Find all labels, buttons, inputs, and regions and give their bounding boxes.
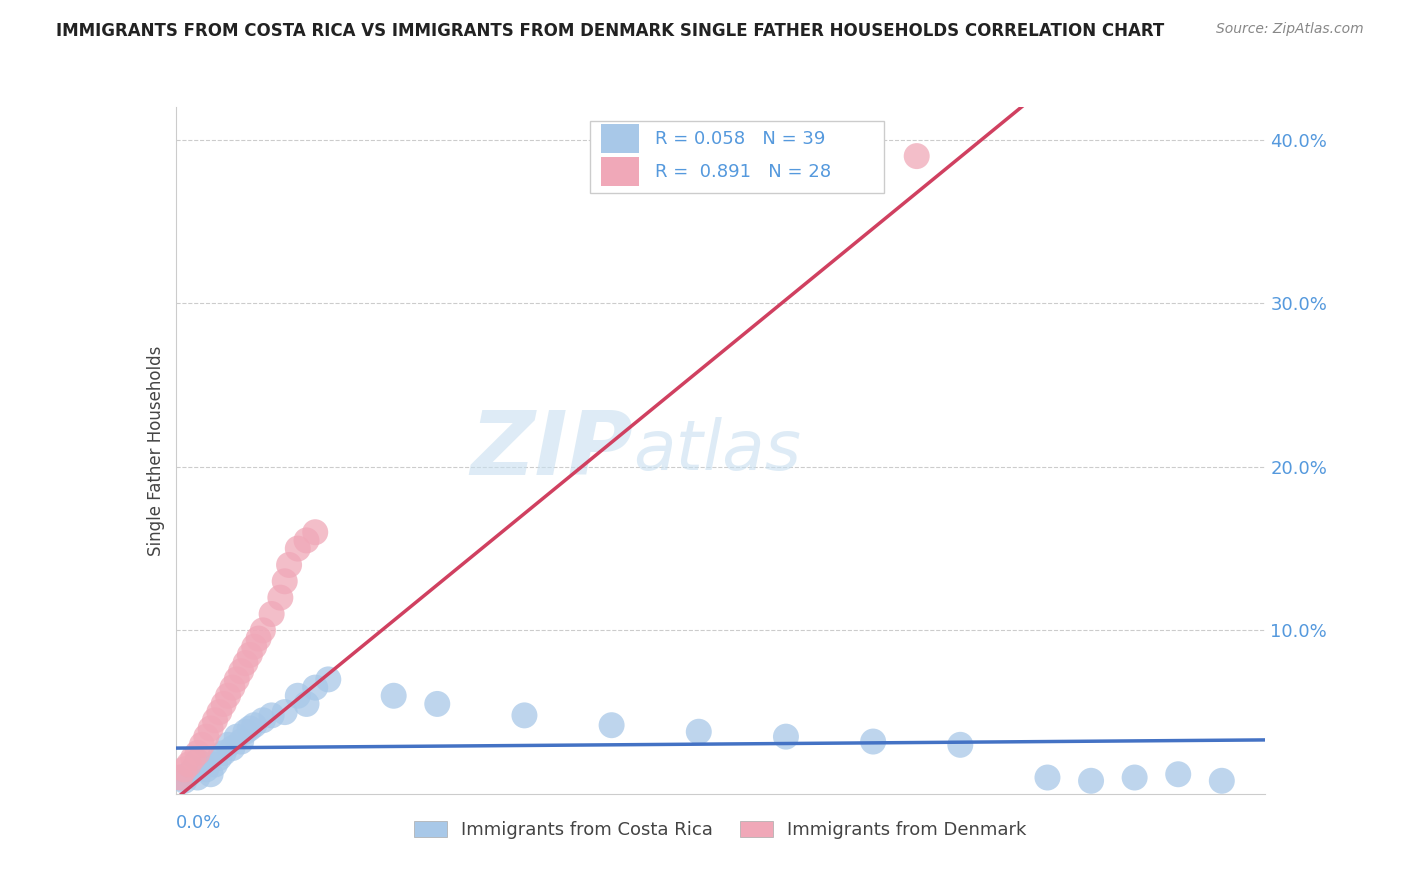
Point (195, 730, 218, 744)
Point (1211, 773, 1233, 788)
Point (260, 607, 283, 621)
Text: R = 0.058   N = 39: R = 0.058 N = 39 (655, 129, 825, 148)
Point (181, 762, 204, 776)
Point (274, 705, 297, 719)
Point (252, 624, 274, 638)
Point (208, 751, 231, 765)
Point (221, 681, 243, 695)
Point (278, 558, 301, 572)
Point (221, 741, 243, 756)
Point (949, 738, 972, 752)
Point (191, 757, 214, 772)
Point (304, 681, 326, 695)
Point (513, 708, 536, 723)
FancyBboxPatch shape (591, 120, 884, 193)
Point (225, 730, 247, 744)
Point (260, 708, 283, 723)
Point (173, 762, 195, 776)
Point (304, 525, 326, 540)
Point (1167, 767, 1189, 781)
Point (688, 724, 710, 739)
Point (225, 673, 247, 687)
Point (169, 771, 191, 785)
Point (905, 149, 928, 163)
Point (217, 689, 239, 703)
Point (173, 773, 195, 788)
Point (269, 591, 291, 605)
Text: R =  0.891   N = 28: R = 0.891 N = 28 (655, 162, 831, 180)
Point (177, 757, 200, 772)
Point (186, 746, 209, 760)
Point (287, 689, 309, 703)
Point (212, 697, 235, 711)
Y-axis label: Single Father Households: Single Father Households (146, 345, 165, 556)
Point (1036, 771, 1059, 785)
Point (195, 762, 218, 776)
Point (600, 718, 623, 732)
Point (287, 541, 309, 556)
Point (200, 722, 222, 736)
Point (862, 734, 884, 748)
Point (295, 533, 318, 548)
Point (186, 754, 209, 768)
Point (382, 689, 405, 703)
Point (1080, 773, 1102, 788)
Bar (600, 157, 638, 186)
Point (239, 722, 262, 736)
Point (235, 724, 257, 739)
Point (186, 771, 209, 785)
Point (426, 697, 449, 711)
Text: atlas: atlas (633, 417, 801, 484)
Point (212, 746, 235, 760)
Point (295, 697, 318, 711)
Point (200, 767, 222, 781)
Point (252, 714, 274, 728)
Point (181, 751, 204, 765)
Point (204, 757, 226, 772)
Point (274, 574, 297, 589)
Point (247, 632, 270, 646)
Text: ZIP: ZIP (471, 407, 633, 494)
Point (208, 705, 231, 719)
Point (191, 738, 214, 752)
Text: IMMIGRANTS FROM COSTA RICA VS IMMIGRANTS FROM DENMARK SINGLE FATHER HOUSEHOLDS C: IMMIGRANTS FROM COSTA RICA VS IMMIGRANTS… (56, 22, 1164, 40)
Text: 0.0%: 0.0% (176, 814, 221, 832)
Point (1123, 771, 1146, 785)
Point (775, 730, 797, 744)
Point (217, 738, 239, 752)
Point (243, 718, 266, 732)
Point (318, 673, 340, 687)
Legend: Immigrants from Costa Rica, Immigrants from Denmark: Immigrants from Costa Rica, Immigrants f… (408, 814, 1033, 847)
Point (239, 648, 262, 662)
Point (235, 656, 257, 670)
Point (204, 714, 226, 728)
Bar (600, 124, 638, 153)
Point (177, 767, 200, 781)
Point (231, 734, 253, 748)
Text: Source: ZipAtlas.com: Source: ZipAtlas.com (1216, 22, 1364, 37)
Point (231, 664, 253, 679)
Point (169, 771, 191, 785)
Point (243, 640, 266, 654)
